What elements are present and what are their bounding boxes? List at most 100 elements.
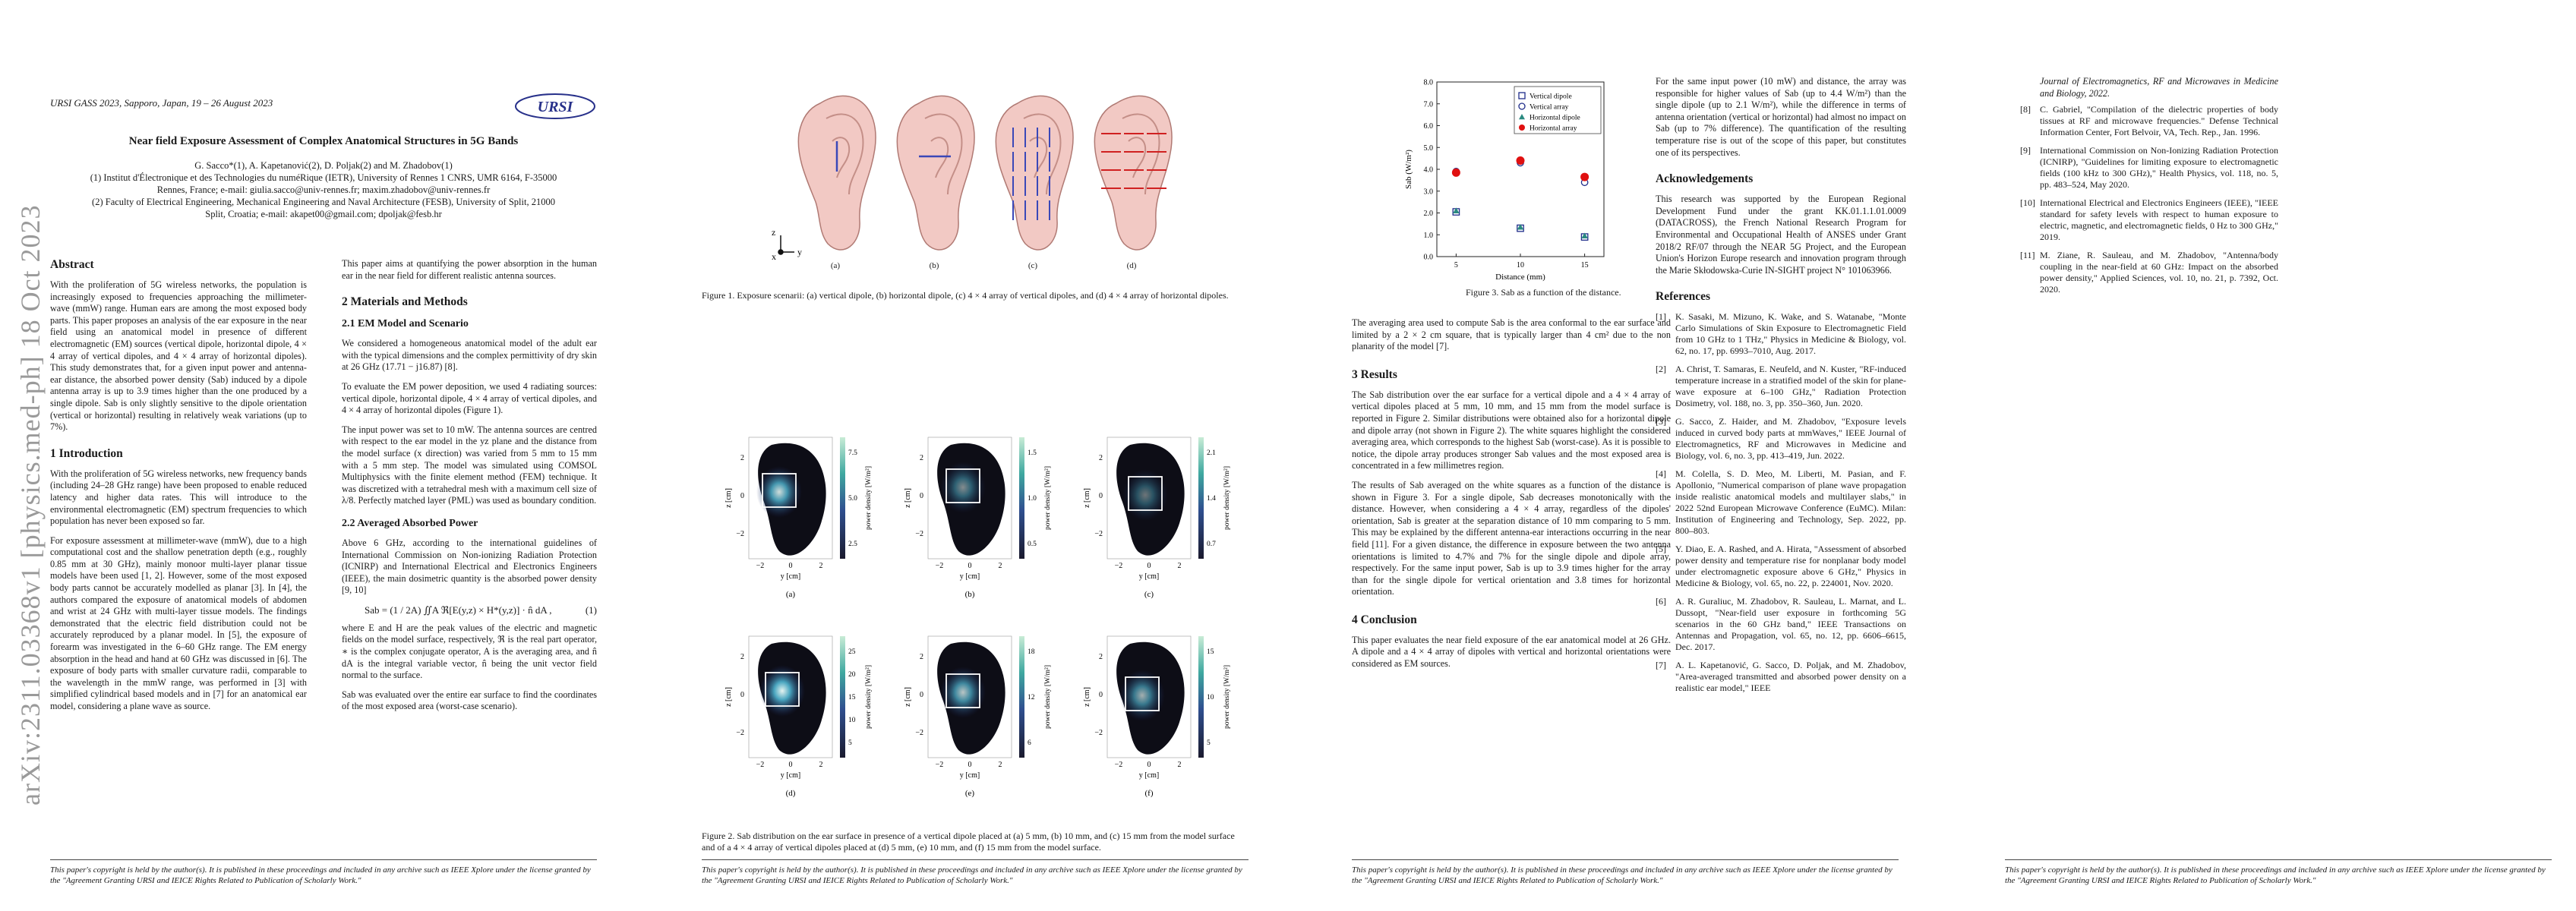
colorbar-tick: 6 [1028, 739, 1031, 747]
apd-paragraph-1: Above 6 GHz, according to the internatio… [342, 537, 597, 596]
paper-title: Near field Exposure Assessment of Comple… [128, 135, 519, 147]
reference-item: [10] International Electrical and Electro… [2020, 197, 2278, 243]
author-list: G. Sacco*(1), A. Kapetanović(2), D. Polj… [194, 160, 453, 171]
x-tick: 0 [968, 562, 972, 570]
conclusion-heading: 4 Conclusion [1352, 613, 1417, 626]
colorbar-tick: 0.7 [1207, 541, 1216, 548]
reference-text: A. R. Guraliuc, M. Zhadobov, R. Sauleau,… [1675, 596, 1906, 653]
axis-z-label: z [772, 227, 775, 238]
reference-text: International Electrical and Electronics… [2040, 197, 2278, 243]
averaging-area-paragraph: The averaging area used to compute Sab i… [1352, 317, 1671, 352]
data-point-horizontal-dipole [1581, 232, 1588, 239]
reference-number: [4] [1656, 468, 1666, 480]
y-tick-label: 6.0 [1424, 122, 1434, 131]
panel-label: (b) [965, 590, 975, 599]
data-point-horizontal-dipole [1517, 223, 1524, 230]
hotspot [940, 667, 986, 718]
x-tick: 2 [1178, 562, 1182, 570]
y-tick: 2 [920, 653, 923, 661]
data-point-vertical-array [1518, 102, 1526, 110]
ursi-logo: URSI [515, 93, 595, 119]
x-tick: −2 [756, 761, 765, 769]
reference-text: M. Colella, S. D. Meo, M. Liberti, M. Pa… [1675, 468, 1906, 537]
colorbar-tick: 0.5 [1028, 541, 1037, 548]
x-axis-label: y [cm] [960, 771, 980, 780]
legend-entry: Horizontal dipole [1530, 115, 1580, 122]
reference-text: K. Sasaki, M. Mizuno, K. Wake, and S. Wa… [1675, 311, 1906, 357]
colorbar-tick: 18 [1028, 648, 1035, 656]
y-tick: 2 [1099, 653, 1103, 661]
y-tick-label: 0.0 [1424, 254, 1434, 262]
colorbar-tick: 5 [1207, 739, 1211, 747]
x-axis-label: y [cm] [781, 572, 800, 581]
y-tick-label: 7.0 [1424, 100, 1434, 109]
ear-b [896, 95, 976, 251]
x-axis-label: y [cm] [960, 572, 980, 581]
colorbar-tick: 20 [848, 671, 856, 679]
ear-a [797, 95, 877, 251]
colorbar-label: power density [W/m²] [865, 466, 873, 530]
reference-number: [8] [2020, 104, 2031, 115]
reference-item: [9] International Commission on Non-Ioniz… [2020, 145, 2278, 191]
averaging-square [945, 468, 980, 503]
equation-body: Sab = (1 / 2A) ∬A ℜ[E(y,z) × H*(y,z)] · … [365, 604, 552, 616]
equation-number: (1) [585, 604, 597, 616]
copyright-footer-2: This paper's copyright is held by the au… [702, 865, 1242, 885]
y-tick: −2 [915, 729, 923, 737]
copyright-footer-3: This paper's copyright is held by the au… [1352, 865, 1893, 885]
results-heading: 3 Results [1352, 367, 1397, 381]
colorbar-label: power density [W/m²] [1044, 466, 1052, 530]
data-point-horizontal-dipole [1453, 207, 1460, 213]
copyright-footer-4: This paper's copyright is held by the au… [2005, 865, 2546, 885]
colorbar-tick: 1.4 [1207, 495, 1216, 503]
x-axis-label: y [cm] [1139, 572, 1159, 581]
panel-label: (a) [786, 590, 796, 599]
x-tick: −2 [936, 761, 944, 769]
colorbar-tick: 5.0 [848, 495, 857, 503]
y-axis-label: Sab (W/m²) [1404, 150, 1413, 189]
reference-text: M. Ziane, R. Sauleau, and M. Zhadobov, "… [2040, 250, 2278, 295]
y-tick-label: 5.0 [1424, 144, 1434, 153]
axis-y-label: y [797, 247, 802, 257]
panel-label: (e) [965, 789, 975, 798]
reference-item: [4] M. Colella, S. D. Meo, M. Liberti, M.… [1656, 468, 1906, 537]
y-tick: 0 [920, 492, 923, 500]
colorbar [1198, 437, 1204, 559]
reference-item: [6] A. R. Guraliuc, M. Zhadobov, R. Saule… [1656, 596, 1906, 653]
ear-d [1094, 95, 1173, 251]
column-5: Journal of Electromagnetics, RF and Micr… [2020, 76, 2278, 302]
reference-item: [2] A. Christ, T. Samaras, E. Neufeld, an… [1656, 364, 1906, 409]
colorbar-tick: 1.0 [1028, 495, 1037, 503]
reference-number: [3] [1656, 416, 1666, 427]
data-point-horizontal-array [1519, 125, 1525, 131]
colorbar [840, 437, 845, 559]
y-tick: 0 [740, 492, 744, 500]
colorbar-tick: 2.1 [1207, 449, 1216, 457]
heatmap-panel: −2 0 2 2 0 −2 y [cm] z [cm] 1.5 1.0 0.5 power densi… [904, 437, 1052, 599]
y-axis-label: z [cm] [904, 488, 912, 508]
fig1-label-d: (d) [1126, 261, 1137, 270]
averaging-square [765, 672, 800, 707]
reference-number: [7] [1656, 660, 1666, 671]
y-axis-label: z [cm] [724, 687, 733, 707]
y-axis-label: z [cm] [904, 687, 912, 707]
hotspot [940, 462, 986, 513]
colorbar-tick: 12 [1028, 694, 1035, 701]
conclusion-paragraph: This paper evaluates the near field expo… [1352, 634, 1671, 670]
y-tick: 2 [740, 653, 744, 661]
affiliation-1-email: Rennes, France; e-mail: giulia.sacco@uni… [156, 184, 491, 195]
copyright-footer-1: This paper's copyright is held by the au… [50, 865, 591, 885]
x-axis-label: y [cm] [781, 771, 800, 780]
heatmap-panel: −2 0 2 2 0 −2 y [cm] z [cm] 2.1 1.4 0.7 power densi… [1083, 437, 1231, 599]
colorbar-tick: 5 [848, 739, 852, 747]
y-tick: 2 [1099, 454, 1103, 462]
legend-entry: Vertical array [1530, 104, 1569, 112]
y-tick: −2 [736, 729, 744, 737]
panel-label: (f) [1145, 789, 1154, 798]
reference-text: A. Christ, T. Samaras, E. Neufeld, and N… [1675, 364, 1906, 409]
references-heading: References [1656, 290, 1711, 304]
em-paragraph-1: We considered a homogeneous anatomical m… [342, 338, 597, 373]
reference-list-1: [1] K. Sasaki, M. Mizuno, K. Wake, and S.… [1656, 311, 1906, 694]
figure-1-caption: Figure 1. Exposure scenarii: (a) vertica… [702, 290, 1229, 301]
affiliation-2-email: Split, Croatia; e-mail: akapet00@gmail.c… [205, 209, 442, 219]
